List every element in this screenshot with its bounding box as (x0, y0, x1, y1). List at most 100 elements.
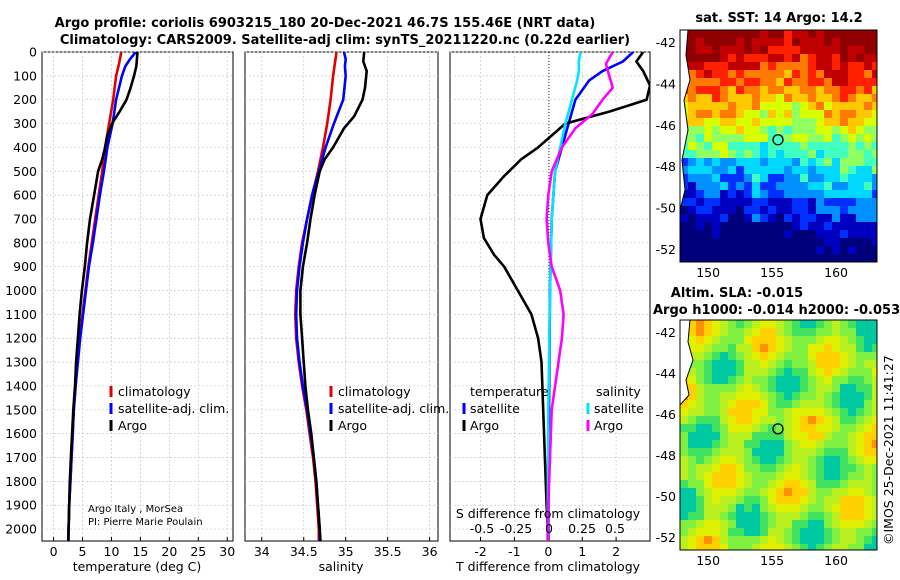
heatmap-cell (824, 384, 832, 392)
heatmap-cell (680, 158, 688, 166)
heatmap-cell (760, 246, 768, 254)
heatmap-cell (784, 360, 792, 368)
heatmap-cell (704, 544, 712, 550)
heatmap-cell (712, 424, 720, 432)
heatmap-cell (856, 320, 864, 328)
s-difference-tick-labels: -0.5 -0.25 0 0.25 0.5 (470, 521, 625, 536)
heatmap-cell (832, 368, 840, 376)
heatmap-cell (792, 110, 800, 118)
heatmap-cell (680, 544, 688, 550)
heatmap-cell (688, 70, 696, 78)
heatmap-cell (848, 520, 856, 528)
heatmap-cell (800, 30, 808, 38)
heatmap-cell (872, 424, 877, 432)
heatmap-cell (824, 134, 832, 142)
heatmap-cell (864, 536, 872, 544)
heatmap-cell (696, 182, 704, 190)
heatmap-cell (768, 512, 776, 520)
lat-tick-label: -42 (656, 325, 676, 340)
heatmap-cell (712, 416, 720, 424)
heatmap-cell (824, 408, 832, 416)
heatmap-cell (728, 424, 736, 432)
heatmap-cell (808, 464, 816, 472)
heatmap-cell (816, 448, 824, 456)
heatmap-cell (824, 440, 832, 448)
heatmap-cell (744, 376, 752, 384)
heatmap-cell (816, 62, 824, 70)
heatmap-cell (728, 54, 736, 62)
pressure-tick-label: 1500 (5, 402, 37, 417)
salinity-xlabel: salinity (319, 559, 364, 574)
sst-coastline (680, 30, 691, 211)
heatmap-cell (712, 504, 720, 512)
heatmap-cell (824, 536, 832, 544)
heatmap-cell (776, 126, 784, 134)
heatmap-cell (792, 328, 800, 336)
heatmap-cell (744, 488, 752, 496)
heatmap-cell (744, 166, 752, 174)
heatmap-cell (872, 440, 877, 448)
heatmap-cell (768, 416, 776, 424)
lat-tick-label: -44 (656, 366, 676, 381)
heatmap-cell (768, 368, 776, 376)
heatmap-cell (784, 496, 792, 504)
heatmap-cell (728, 320, 736, 328)
heatmap-cell (704, 214, 712, 222)
heatmap-cell (744, 512, 752, 520)
heatmap-cell (768, 432, 776, 440)
heatmap-cell (784, 182, 792, 190)
heatmap-cell (696, 520, 704, 528)
heatmap-cell (848, 504, 856, 512)
heatmap-cell (688, 182, 696, 190)
heatmap-cell (728, 30, 736, 38)
heatmap-cell (760, 336, 768, 344)
heatmap-cell (872, 416, 877, 424)
heatmap-cell (872, 328, 877, 336)
heatmap-cell (864, 472, 872, 480)
heatmap-cell (728, 158, 736, 166)
heatmap-cell (776, 134, 784, 142)
heatmap-cell (712, 198, 720, 206)
heatmap-cell (784, 206, 792, 214)
heatmap-cell (680, 222, 688, 230)
lon-tick-label: 150 (696, 553, 720, 568)
heatmap-cell (832, 496, 840, 504)
heatmap-cell (696, 392, 704, 400)
heatmap-cell (744, 238, 752, 246)
heatmap-cell (680, 214, 688, 222)
heatmap-cell (736, 480, 744, 488)
heatmap-cell (744, 126, 752, 134)
heatmap-cell (832, 86, 840, 94)
heatmap-cell (768, 384, 776, 392)
heatmap-cell (824, 246, 832, 254)
heatmap-cell (728, 480, 736, 488)
heatmap-cell (760, 352, 768, 360)
heatmap-cell (720, 182, 728, 190)
heatmap-cell (760, 142, 768, 150)
lat-tick-label: -52 (656, 530, 676, 545)
heatmap-cell (784, 70, 792, 78)
heatmap-cell (704, 230, 712, 238)
heatmap-cell (848, 182, 856, 190)
x-tick-label: -1 (508, 544, 520, 559)
heatmap-cell (784, 30, 792, 38)
heatmap-cell (720, 254, 728, 262)
heatmap-cell (720, 102, 728, 110)
heatmap-cell (816, 110, 824, 118)
heatmap-cell (832, 320, 840, 328)
heatmap-cell (736, 182, 744, 190)
heatmap-cell (688, 214, 696, 222)
heatmap-cell (720, 480, 728, 488)
heatmap-cell (744, 246, 752, 254)
pressure-tick-label: 1300 (5, 355, 37, 370)
heatmap-cell (808, 408, 816, 416)
heatmap-cell (792, 134, 800, 142)
heatmap-cell (816, 536, 824, 544)
heatmap-cell (800, 46, 808, 54)
heatmap-cell (704, 464, 712, 472)
heatmap-cell (760, 46, 768, 54)
heatmap-cell (736, 432, 744, 440)
heatmap-cell (808, 110, 816, 118)
heatmap-cell (768, 46, 776, 54)
